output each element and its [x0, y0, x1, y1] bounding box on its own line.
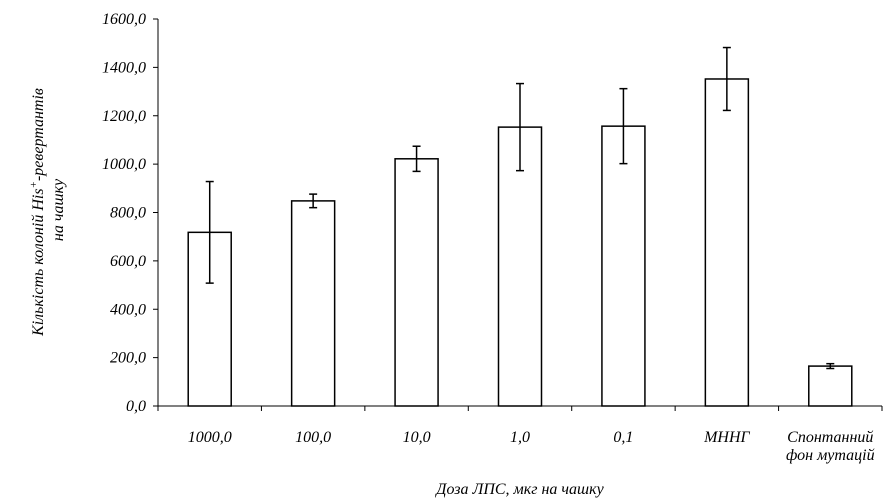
y-tick-label: 1000,0	[102, 156, 146, 173]
y-tick-label: 1600,0	[102, 11, 146, 28]
error-bars	[205, 46, 835, 370]
y-tick-label: 1400,0	[102, 59, 146, 76]
error-bar	[516, 82, 524, 172]
x-axis-title: Доза ЛПС, мкг на чашку	[434, 481, 604, 498]
y-axis-title: Кількість колоній His+-ревертантів на ча…	[28, 84, 67, 337]
error-bar	[205, 180, 214, 284]
error-bar	[826, 362, 835, 370]
bar	[601, 125, 646, 407]
y-axis: 0,0 200,0 400,0 600,0 800,0 1000,0 1200,0 1400,…	[102, 11, 159, 415]
x-category-label: 1000,0	[188, 429, 232, 446]
x-category-label: МННГ	[703, 429, 750, 446]
bar	[394, 158, 439, 407]
x-category-label: 10,0	[403, 429, 431, 446]
bar	[290, 200, 336, 407]
y-tick-label: 1200,0	[102, 108, 146, 125]
y-tick-label: 0,0	[126, 398, 146, 415]
y-tick-label: 600,0	[110, 253, 146, 270]
x-category-label: Спонтанний фон мутацій	[786, 429, 875, 464]
error-bar	[309, 193, 318, 209]
x-category-label: 1,0	[510, 429, 530, 446]
error-bar	[722, 46, 731, 112]
y-tick-label: 800,0	[110, 205, 146, 222]
x-axis: 1000,0 100,0 10,0 1,0 0,1 МННГ Спонтанний фон м…	[157, 405, 883, 464]
x-category-label: 0,1	[613, 429, 633, 446]
error-bar	[619, 87, 628, 165]
bar	[808, 365, 853, 407]
y-tick-label: 400,0	[110, 301, 146, 318]
bar	[497, 126, 543, 407]
y-tick-label: 200,0	[110, 350, 146, 367]
error-bar	[412, 145, 421, 173]
x-category-label: 100,0	[295, 429, 331, 446]
bar	[704, 78, 750, 407]
